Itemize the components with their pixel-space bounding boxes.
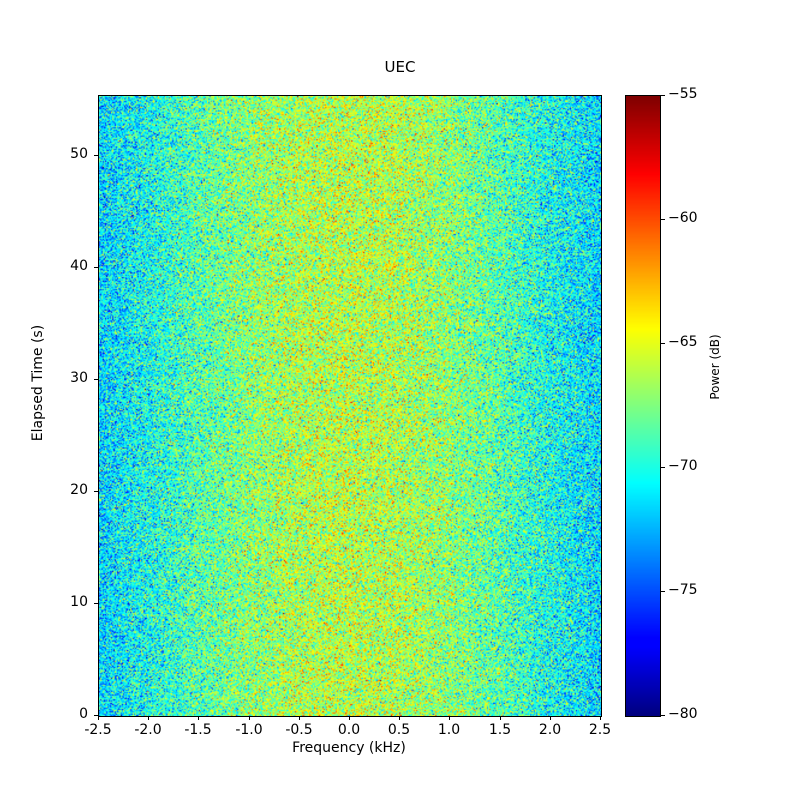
- y-tick-mark: [94, 491, 98, 492]
- x-tick-label: -1.0: [235, 722, 263, 738]
- title-station: UEC: [384, 58, 416, 76]
- colorbar-tick-mark: [661, 219, 665, 220]
- colorbar-tick-mark: [661, 715, 665, 716]
- colorbar-gradient: [626, 96, 660, 716]
- colorbar-tick-label: −70: [668, 458, 698, 474]
- x-tick-label: -1.5: [184, 722, 212, 738]
- y-tick-mark: [94, 379, 98, 380]
- colorbar-tick-label: −60: [668, 210, 698, 226]
- colorbar-tick-label: −65: [668, 334, 698, 350]
- x-tick-mark: [600, 716, 601, 720]
- x-tick-label: 2.0: [538, 722, 562, 738]
- colorbar-tick-label: −75: [668, 582, 698, 598]
- x-tick-mark: [98, 716, 99, 720]
- x-tick-mark: [349, 716, 350, 720]
- colorbar-tick-mark: [661, 343, 665, 344]
- y-tick-label: 20: [70, 482, 88, 498]
- y-tick-label: 0: [79, 706, 88, 722]
- x-tick-mark: [249, 716, 250, 720]
- spectrogram-heatmap[interactable]: [99, 96, 601, 716]
- x-tick-mark: [550, 716, 551, 720]
- colorbar-tick-mark: [661, 467, 665, 468]
- colorbar-tick-mark: [661, 591, 665, 592]
- x-tick-mark: [500, 716, 501, 720]
- y-tick-label: 30: [70, 370, 88, 386]
- x-tick-label: 1.0: [437, 722, 461, 738]
- x-tick-label: 0.0: [337, 722, 361, 738]
- y-tick-label: 50: [70, 146, 88, 162]
- colorbar-tick-mark: [661, 95, 665, 96]
- x-tick-label: -2.5: [84, 722, 112, 738]
- y-tick-mark: [94, 715, 98, 716]
- y-axis-label: Elapsed Time (s): [30, 324, 46, 442]
- y-tick-label: 40: [70, 258, 88, 274]
- x-tick-mark: [449, 716, 450, 720]
- y-tick-label: 10: [70, 594, 88, 610]
- x-tick-label: 0.5: [387, 722, 411, 738]
- x-tick-mark: [399, 716, 400, 720]
- x-tick-label: -0.5: [285, 722, 313, 738]
- x-tick-mark: [148, 716, 149, 720]
- y-tick-mark: [94, 267, 98, 268]
- x-tick-label: 2.5: [588, 722, 612, 738]
- colorbar-tick-label: −80: [668, 706, 698, 722]
- x-tick-mark: [299, 716, 300, 720]
- colorbar-label: Power (dB): [708, 334, 722, 400]
- y-tick-mark: [94, 155, 98, 156]
- x-tick-label: 1.5: [488, 722, 512, 738]
- colorbar-tick-label: −55: [668, 86, 698, 102]
- spectrogram-plot-area[interactable]: [98, 95, 602, 717]
- power-colorbar[interactable]: [625, 95, 661, 717]
- x-tick-label: -2.0: [134, 722, 162, 738]
- y-tick-mark: [94, 603, 98, 604]
- x-axis-label: Frequency (kHz): [292, 740, 406, 756]
- x-tick-mark: [198, 716, 199, 720]
